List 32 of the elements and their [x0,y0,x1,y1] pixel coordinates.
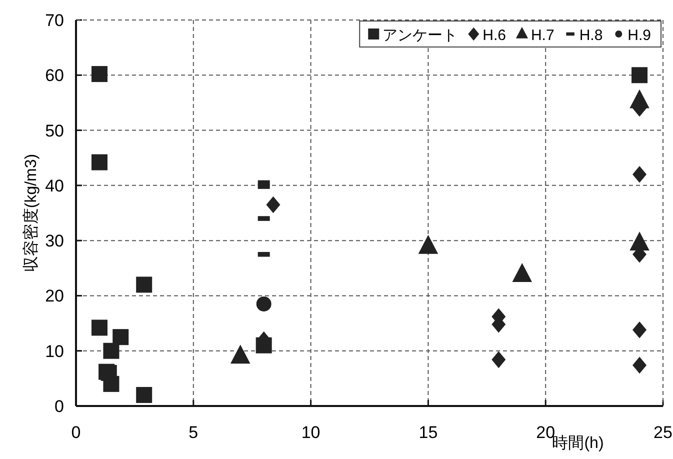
point [492,351,506,368]
legend-label: アンケート [382,27,458,44]
x-tick-label: 25 [654,423,672,442]
point [136,386,152,403]
legend-label: H.9 [628,27,651,44]
x-tick-label: 15 [418,423,438,442]
point [103,342,120,359]
point [632,322,647,338]
point [136,276,152,293]
y-axis-title: 収容密度(kg/m3) [22,154,40,272]
point [91,320,108,336]
x-tick-label: 10 [301,423,320,442]
y-tick-label: 10 [45,342,64,361]
y-tick-label: 20 [45,286,64,306]
point [266,196,280,214]
x-tick-label: 5 [188,423,198,442]
point [632,67,648,84]
y-tick-label: 40 [45,176,64,196]
x-tick-label: 0 [71,423,81,442]
y-tick-label: 0 [54,397,64,416]
y-tick-label: 50 [45,121,64,140]
point [632,166,647,183]
point [91,66,108,82]
legend-label: H.6 [482,27,506,44]
y-tick-label: 70 [45,11,64,30]
y-tick-label: 30 [45,232,64,251]
legend-label: H.8 [579,27,603,44]
legend-label: H.7 [530,27,554,44]
point [112,329,129,346]
point [632,356,647,374]
y-tick-label: 60 [45,66,64,86]
point [91,154,108,170]
